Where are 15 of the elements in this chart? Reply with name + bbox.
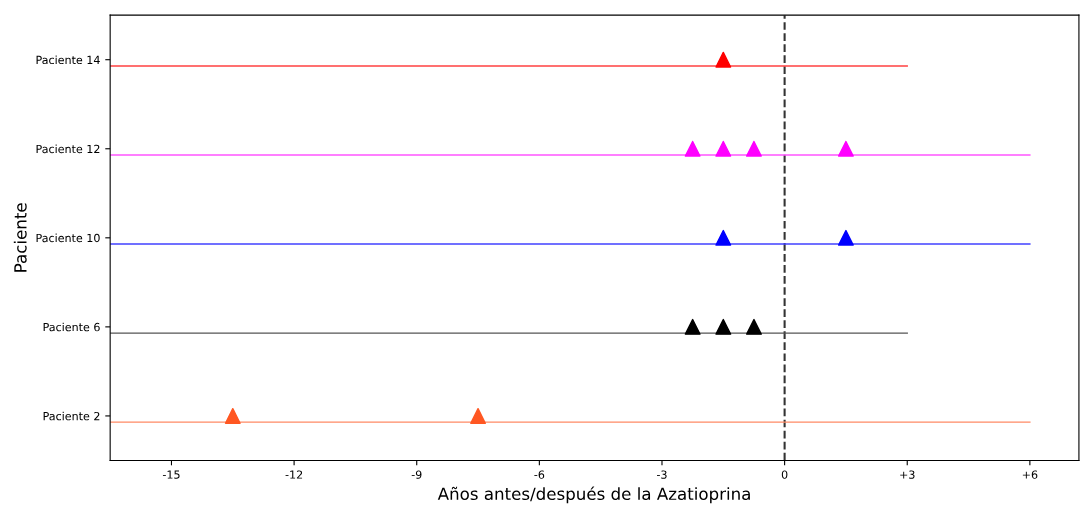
- y-tick-label: Paciente 2: [43, 411, 100, 421]
- x-tick-label: -9: [411, 470, 422, 479]
- y-tick-label: Paciente 12: [36, 144, 100, 154]
- x-tick-label: -12: [285, 470, 303, 479]
- x-tick-label: +6: [1022, 470, 1038, 479]
- y-tick-label: Paciente 10: [36, 233, 100, 243]
- x-tick-label: 0: [781, 470, 788, 479]
- y-axis-title: Paciente: [13, 203, 27, 272]
- x-tick-label: +3: [900, 470, 915, 479]
- y-tick-label: Paciente 14: [36, 55, 100, 65]
- x-tick-label: -6: [534, 470, 545, 479]
- x-tick-label: -3: [656, 470, 667, 479]
- x-tick-label: -15: [162, 470, 180, 479]
- x-axis-title: Años antes/después de la Azatioprina: [437, 486, 750, 504]
- y-tick-label: Paciente 6: [43, 322, 100, 332]
